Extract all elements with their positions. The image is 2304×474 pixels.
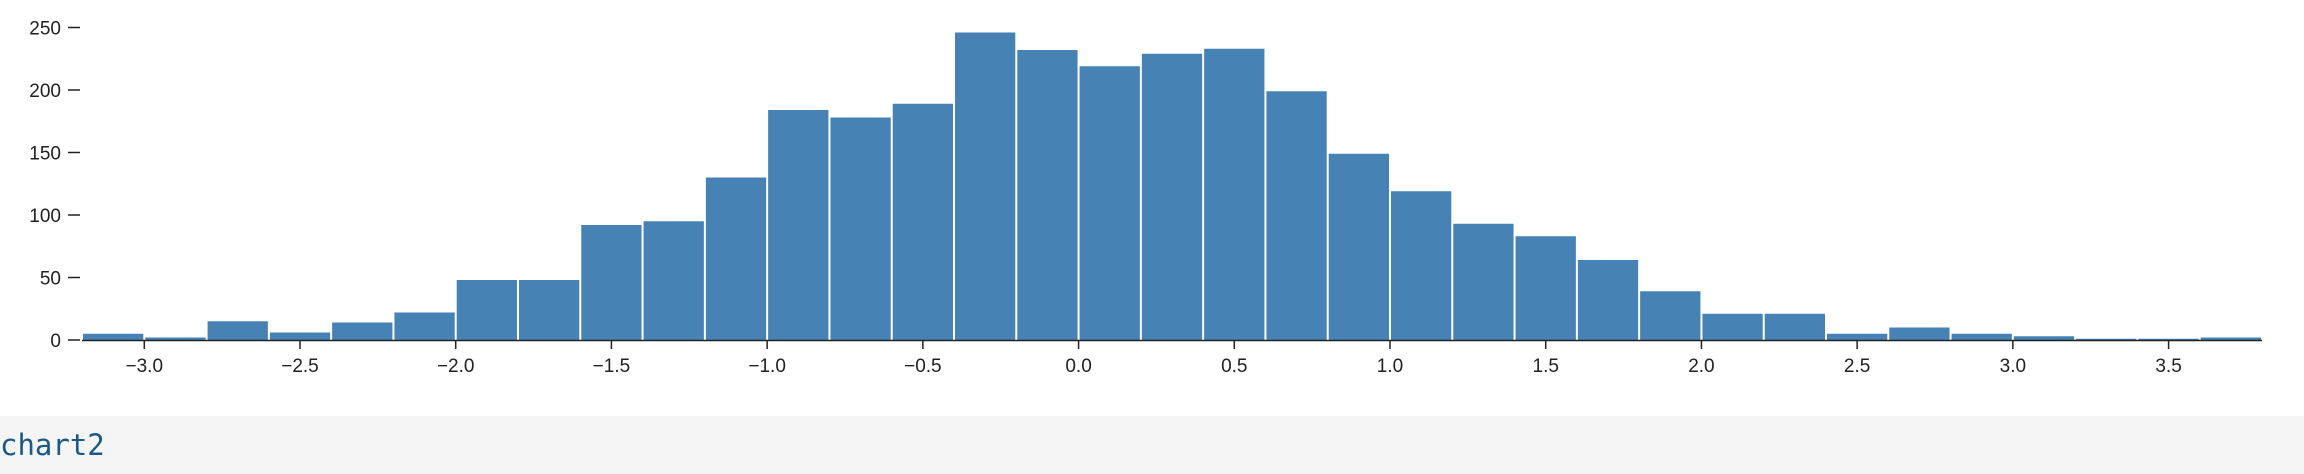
histogram-chart: −3.0 −2.5 −2.0 −1.5 −1.0 −0.5 0.0 0.5 1.0 1.5 2.0 2…: [29, 18, 2262, 377]
histogram-bar: [768, 110, 829, 340]
histogram-bar: [394, 312, 455, 340]
code-cell-text: chart2: [0, 428, 105, 462]
x-tick-label: −2.0: [437, 356, 475, 377]
histogram-bar: [269, 332, 331, 340]
histogram-bar: [1827, 333, 1888, 340]
bars-group: [83, 32, 2261, 340]
histogram-bar: [83, 333, 144, 340]
y-tick-label: 150: [29, 144, 61, 165]
x-tick-label: −1.0: [748, 356, 786, 377]
histogram-bar: [643, 221, 704, 340]
histogram-bar: [1017, 50, 1078, 340]
histogram-bar: [1391, 191, 1452, 340]
histogram-bar: [1515, 236, 1576, 340]
y-tick-label: 100: [29, 206, 61, 227]
x-tick-label: −2.5: [281, 356, 319, 377]
histogram-bar: [1453, 223, 1514, 340]
x-tick-label: 3.5: [2155, 356, 2181, 377]
histogram-bar: [1889, 327, 1950, 340]
x-tick-label: 3.0: [2000, 356, 2026, 377]
x-tick-label: 0.0: [1065, 356, 1091, 377]
code-cell[interactable]: chart2: [0, 416, 2304, 474]
histogram-bar: [1702, 313, 1763, 340]
histogram-bar: [955, 32, 1016, 340]
histogram-bar: [1328, 153, 1389, 340]
histogram-bar: [519, 280, 580, 340]
chart-svg: −3.0 −2.5 −2.0 −1.5 −1.0 −0.5 0.0 0.5 1.0 1.5 2.0 2…: [29, 19, 2262, 377]
histogram-bar: [892, 103, 953, 340]
histogram-bar: [2200, 337, 2261, 340]
histogram-bar: [1266, 91, 1327, 340]
histogram-bar: [332, 322, 393, 340]
histogram-bar: [1951, 333, 2012, 340]
histogram-bar: [830, 117, 891, 340]
histogram-bar: [581, 225, 642, 340]
x-tick-label: 0.5: [1221, 356, 1247, 377]
histogram-bar: [1577, 260, 1639, 340]
histogram-bar: [1764, 313, 1825, 340]
y-tick-label: 0: [50, 331, 61, 352]
y-tick-label: 250: [29, 19, 61, 40]
histogram-bar: [207, 321, 268, 340]
x-tick-label: −1.5: [593, 356, 631, 377]
histogram-bar: [145, 337, 206, 340]
histogram-bar: [2076, 338, 2137, 340]
histogram-bar: [1079, 66, 1140, 340]
x-tick-label: 2.0: [1688, 356, 1714, 377]
y-axis: 0 50 100 150 200 250: [29, 19, 80, 352]
y-tick-label: 50: [40, 269, 61, 290]
x-tick-label: −0.5: [904, 356, 942, 377]
histogram-bar: [456, 280, 517, 340]
histogram-bar: [1204, 48, 1265, 340]
y-tick-label: 200: [29, 81, 61, 102]
x-tick-label: 1.0: [1377, 356, 1403, 377]
histogram-bar: [2013, 336, 2075, 340]
histogram-bar: [705, 177, 767, 340]
x-tick-label: 2.5: [1844, 356, 1870, 377]
x-tick-label: −3.0: [126, 356, 164, 377]
x-axis: −3.0 −2.5 −2.0 −1.5 −1.0 −0.5 0.0 0.5 1.0 1.5 2.0 2…: [82, 339, 2262, 377]
histogram-bar: [2138, 338, 2199, 340]
histogram-bar: [1640, 291, 1701, 340]
x-tick-label: 1.5: [1533, 356, 1559, 377]
histogram-bar: [1141, 53, 1203, 340]
